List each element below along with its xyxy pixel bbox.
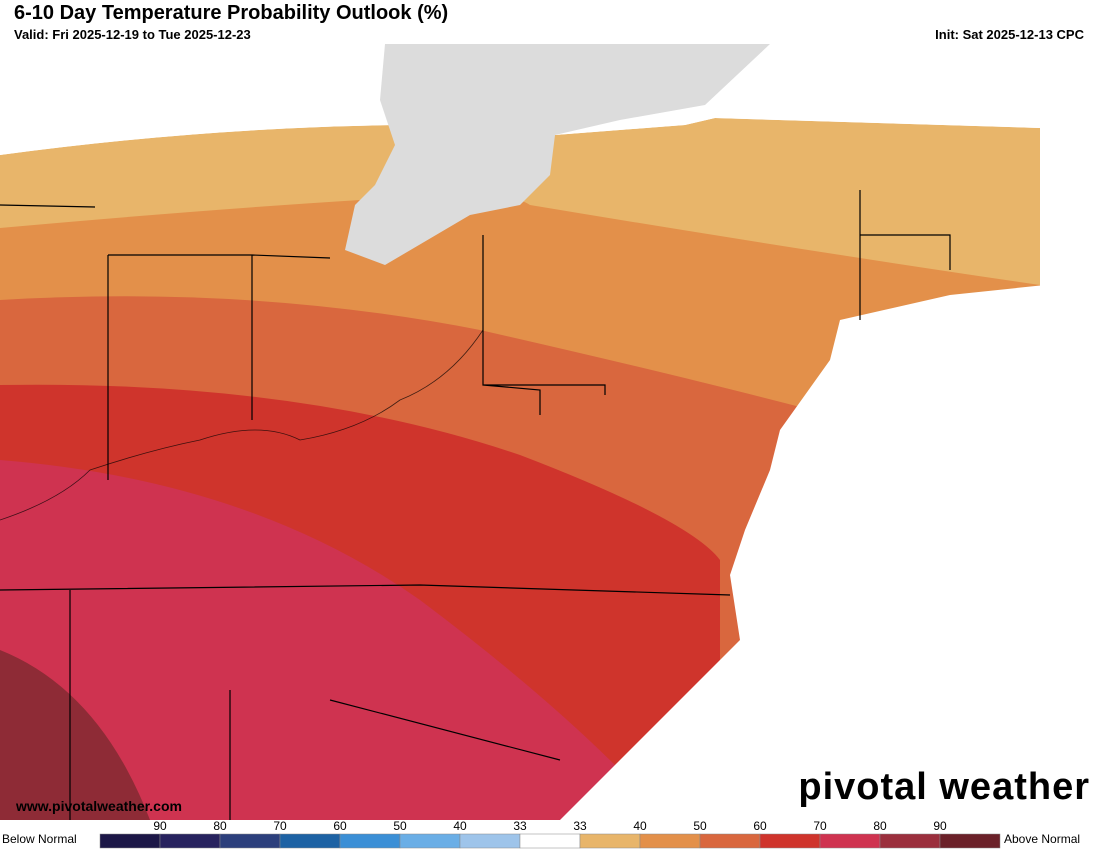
- legend-tick-label: 50: [393, 820, 407, 833]
- legend-swatch: [459, 833, 521, 849]
- legend-swatch: [99, 833, 161, 849]
- legend-swatch: [879, 833, 941, 849]
- legend-tick-label: 40: [453, 820, 467, 833]
- init-time: Init: Sat 2025-12-13 CPC: [935, 27, 1084, 42]
- legend-swatch: [939, 833, 1001, 849]
- legend-swatch: [699, 833, 761, 849]
- legend-swatch: [279, 833, 341, 849]
- legend: Below Normal Above Normal 90 80 70 60 50 40 33…: [0, 820, 1100, 850]
- legend-tick-label: 60: [333, 820, 347, 833]
- legend-tick-label: 80: [213, 820, 227, 833]
- legend-tick-label: 60: [753, 820, 767, 833]
- great-lakes: [345, 44, 770, 265]
- legend-swatch: [159, 833, 221, 849]
- website: www.pivotalweather.com: [16, 798, 182, 814]
- legend-tick-label: 50: [693, 820, 707, 833]
- legend-swatch: [339, 833, 401, 849]
- legend-swatch: [579, 833, 641, 849]
- state-borders: [0, 190, 951, 820]
- legend-swatch: [759, 833, 821, 849]
- legend-tick-label: 70: [813, 820, 827, 833]
- valid-time: Valid: Fri 2025-12-19 to Tue 2025-12-23: [14, 27, 251, 42]
- legend-tick-label: 33: [513, 820, 527, 833]
- legend-swatch: [519, 833, 581, 849]
- legend-tick-label: 70: [273, 820, 287, 833]
- ocean: [560, 100, 1100, 820]
- legend-tick-label: 90: [153, 820, 167, 833]
- legend-swatch: [219, 833, 281, 849]
- logo: pivotal weather: [798, 766, 1090, 808]
- above-label: Above Normal: [1004, 832, 1080, 846]
- band-90: [0, 650, 150, 820]
- legend-swatch: [819, 833, 881, 849]
- legend-swatch: [399, 833, 461, 849]
- legend-tick-label: 33: [573, 820, 587, 833]
- rivers: [0, 329, 484, 521]
- title: 6-10 Day Temperature Probability Outlook…: [14, 2, 449, 24]
- legend-tick-label: 80: [873, 820, 887, 833]
- legend-tick-label: 40: [633, 820, 647, 833]
- legend-swatch: [639, 833, 701, 849]
- band-80: [0, 460, 620, 820]
- map: [0, 44, 1100, 820]
- legend-tick-label: 90: [933, 820, 947, 833]
- below-label: Below Normal: [2, 832, 77, 846]
